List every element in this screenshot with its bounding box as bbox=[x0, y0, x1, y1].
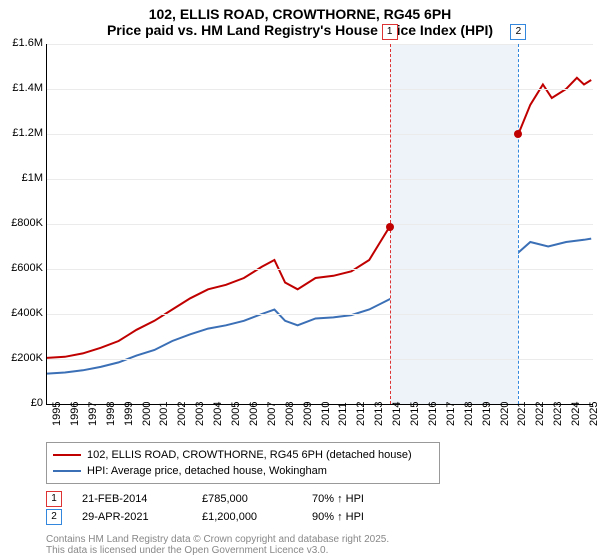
y-tick-label: £600K bbox=[1, 262, 43, 274]
y-tick-label: £200K bbox=[1, 352, 43, 364]
y-gridline bbox=[47, 359, 593, 360]
y-tick-label: £1.6M bbox=[1, 37, 43, 49]
x-tick-label: 2013 bbox=[373, 406, 385, 426]
x-tick-label: 2014 bbox=[391, 406, 403, 426]
y-tick-label: £0 bbox=[1, 397, 43, 409]
x-tick-label: 2005 bbox=[230, 406, 242, 426]
x-tick-label: 2011 bbox=[337, 406, 349, 426]
y-tick-label: £1.4M bbox=[1, 82, 43, 94]
x-tick-label: 2012 bbox=[355, 406, 367, 426]
y-tick-label: £1M bbox=[1, 172, 43, 184]
x-tick-label: 2016 bbox=[427, 406, 439, 426]
x-tick-label: 2000 bbox=[141, 406, 153, 426]
x-tick-label: 2019 bbox=[481, 406, 493, 426]
y-gridline bbox=[47, 179, 593, 180]
marker-date: 21-FEB-2014 bbox=[82, 493, 202, 505]
legend-row: 102, ELLIS ROAD, CROWTHORNE, RG45 6PH (d… bbox=[53, 447, 433, 463]
y-tick-label: £400K bbox=[1, 307, 43, 319]
marker-box: 2 bbox=[510, 24, 526, 40]
marker-vline bbox=[518, 44, 519, 404]
y-tick-label: £1.2M bbox=[1, 127, 43, 139]
marker-price: £1,200,000 bbox=[202, 511, 312, 523]
x-tick-label: 2008 bbox=[284, 406, 296, 426]
y-gridline bbox=[47, 134, 593, 135]
legend-row: HPI: Average price, detached house, Woki… bbox=[53, 463, 433, 479]
credits: Contains HM Land Registry data © Crown c… bbox=[46, 534, 389, 556]
marker-price: £785,000 bbox=[202, 493, 312, 505]
x-tick-label: 2020 bbox=[499, 406, 511, 426]
x-tick-label: 2017 bbox=[445, 406, 457, 426]
legend-label: 102, ELLIS ROAD, CROWTHORNE, RG45 6PH (d… bbox=[87, 449, 412, 461]
y-gridline bbox=[47, 314, 593, 315]
y-gridline bbox=[47, 44, 593, 45]
y-gridline bbox=[47, 89, 593, 90]
y-tick-label: £800K bbox=[1, 217, 43, 229]
marker-box: 1 bbox=[382, 24, 398, 40]
marker-id: 1 bbox=[46, 491, 62, 507]
x-tick-label: 1998 bbox=[105, 406, 117, 426]
legend-label: HPI: Average price, detached house, Woki… bbox=[87, 465, 327, 477]
credits-line2: This data is licensed under the Open Gov… bbox=[46, 545, 389, 556]
x-tick-label: 2007 bbox=[266, 406, 278, 426]
legend-swatch bbox=[53, 470, 81, 472]
x-tick-label: 2004 bbox=[212, 406, 224, 426]
marker-table-row: 1 21-FEB-2014£785,00070% ↑ HPI bbox=[46, 490, 592, 508]
marker-note: 90% ↑ HPI bbox=[312, 511, 402, 523]
y-gridline bbox=[47, 269, 593, 270]
x-tick-label: 2023 bbox=[552, 406, 564, 426]
x-tick-label: 2018 bbox=[463, 406, 475, 426]
x-tick-label: 2024 bbox=[570, 406, 582, 426]
x-tick-label: 1999 bbox=[123, 406, 135, 426]
marker-table: 1 21-FEB-2014£785,00070% ↑ HPI 2 29-APR-202… bbox=[46, 490, 592, 526]
x-tick-label: 2015 bbox=[409, 406, 421, 426]
marker-note: 70% ↑ HPI bbox=[312, 493, 402, 505]
x-tick-label: 1997 bbox=[87, 406, 99, 426]
x-tick-label: 2025 bbox=[588, 406, 600, 426]
marker-date: 29-APR-2021 bbox=[82, 511, 202, 523]
y-gridline bbox=[47, 224, 593, 225]
legend-area: 102, ELLIS ROAD, CROWTHORNE, RG45 6PH (d… bbox=[46, 442, 592, 526]
x-tick-label: 2010 bbox=[320, 406, 332, 426]
x-tick-label: 2022 bbox=[534, 406, 546, 426]
x-tick-label: 2021 bbox=[516, 406, 528, 426]
x-tick-label: 2009 bbox=[302, 406, 314, 426]
legend-swatch bbox=[53, 454, 81, 456]
marker-id: 2 bbox=[46, 509, 62, 525]
credits-line1: Contains HM Land Registry data © Crown c… bbox=[46, 534, 389, 545]
legend-box: 102, ELLIS ROAD, CROWTHORNE, RG45 6PH (d… bbox=[46, 442, 440, 484]
title-line1: 102, ELLIS ROAD, CROWTHORNE, RG45 6PH bbox=[0, 6, 600, 22]
x-tick-label: 2003 bbox=[194, 406, 206, 426]
chart-plot-area: £0£200K£400K£600K£800K£1M£1.2M£1.4M£1.6M… bbox=[46, 44, 593, 405]
x-tick-label: 1995 bbox=[51, 406, 63, 426]
marker-table-row: 2 29-APR-2021£1,200,00090% ↑ HPI bbox=[46, 508, 592, 526]
sale-point bbox=[514, 130, 522, 138]
x-tick-label: 1996 bbox=[69, 406, 81, 426]
x-tick-label: 2006 bbox=[248, 406, 260, 426]
x-tick-label: 2001 bbox=[158, 406, 170, 426]
sale-point bbox=[386, 223, 394, 231]
x-tick-label: 2002 bbox=[176, 406, 188, 426]
